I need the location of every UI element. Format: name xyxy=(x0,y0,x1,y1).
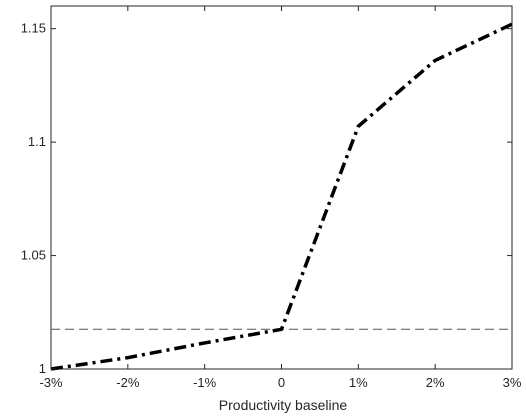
x-tick-label: 2% xyxy=(426,375,445,390)
plot-area xyxy=(50,5,513,370)
y-tick-label: 1 xyxy=(39,361,46,376)
x-tick-label: -3% xyxy=(39,375,63,390)
x-tick-label: -1% xyxy=(193,375,217,390)
axes-box xyxy=(50,5,513,370)
y-axis-ticks: 1 1.05 1.1 1.15 xyxy=(21,21,512,376)
y-tick-label: 1.15 xyxy=(21,21,46,36)
series-layer xyxy=(50,22,513,371)
x-tick-label: 0 xyxy=(278,375,285,390)
x-tick-label: 1% xyxy=(349,375,368,390)
y-tick-label: 1.1 xyxy=(28,134,46,149)
x-tick-label: 3% xyxy=(503,375,522,390)
x-axis-ticks: -3% -2% -1% 0 1% 2% 3% xyxy=(39,6,522,390)
series-line xyxy=(50,22,513,371)
x-tick-label: -2% xyxy=(116,375,140,390)
y-tick-label: 1.05 xyxy=(21,248,46,263)
x-axis-label: Productivity baseline xyxy=(219,397,348,413)
